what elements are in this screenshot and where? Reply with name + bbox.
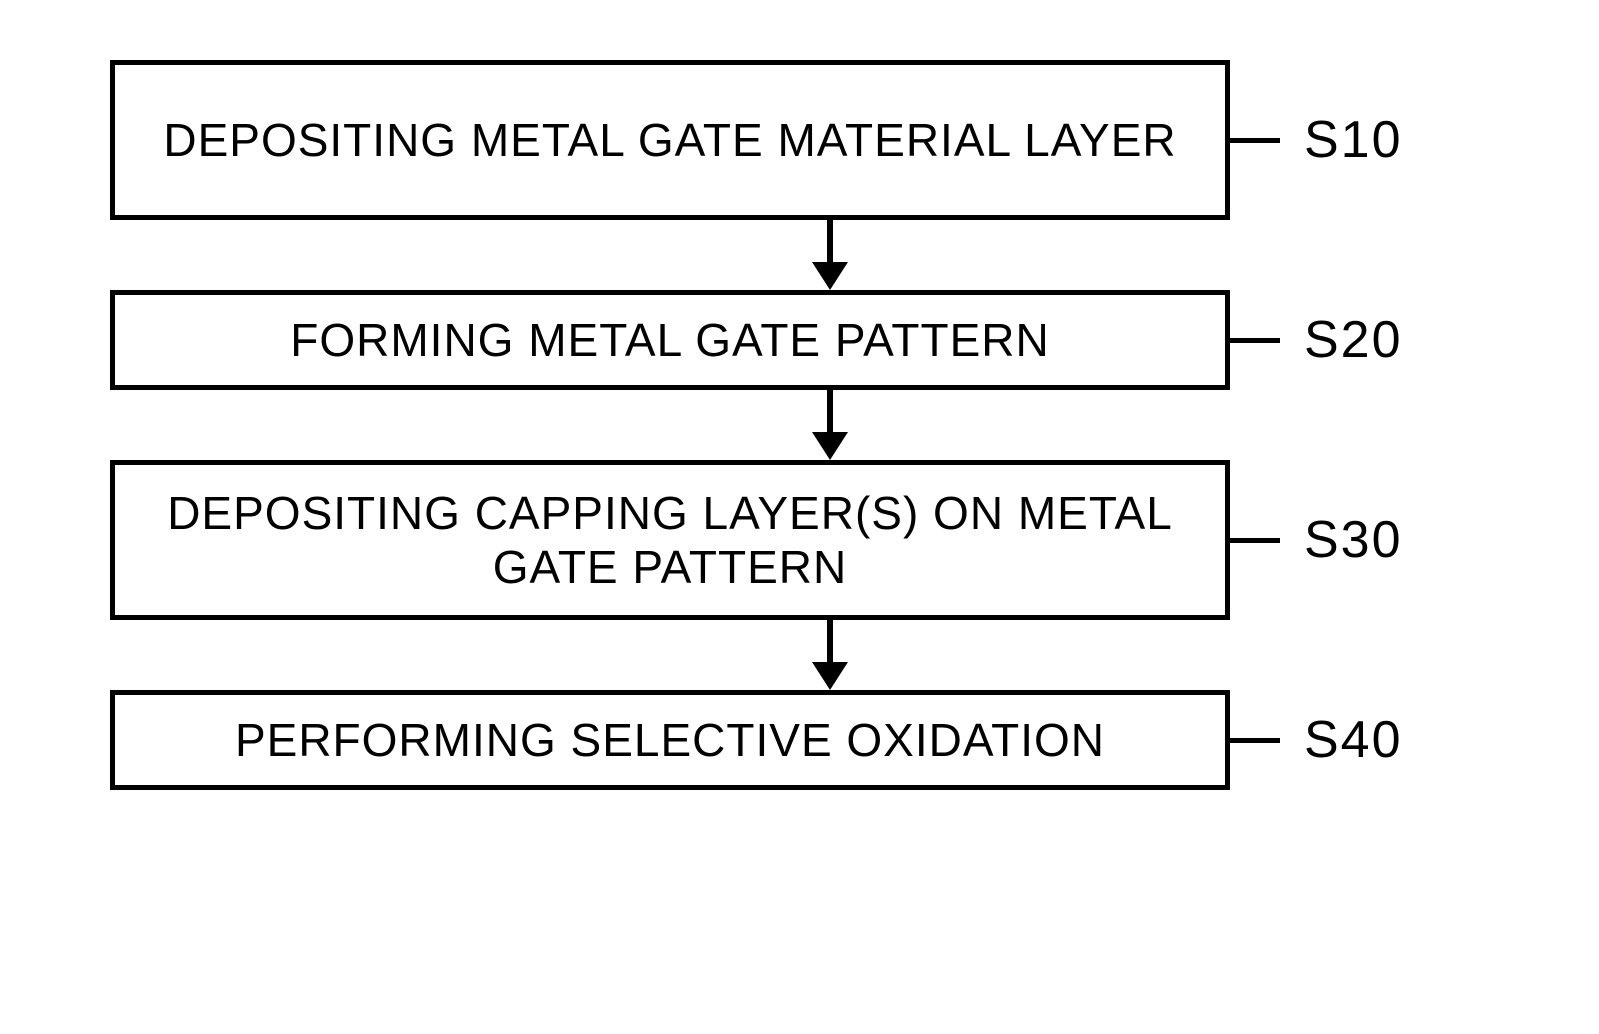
step-row-2: FORMING METAL GATE PATTERN S20 — [110, 290, 1549, 390]
arrow-head-icon-2 — [812, 432, 848, 460]
arrow-head-icon-3 — [812, 662, 848, 690]
step-text-s30: DEPOSITING CAPPING LAYER(S) ON METAL GAT… — [135, 486, 1205, 594]
connector-s10 — [1230, 138, 1280, 143]
step-box-s30: DEPOSITING CAPPING LAYER(S) ON METAL GAT… — [110, 460, 1230, 620]
arrow-1 — [270, 220, 1390, 290]
connector-s40 — [1230, 738, 1280, 743]
step-label-s20: S20 — [1304, 310, 1403, 370]
step-row-3: DEPOSITING CAPPING LAYER(S) ON METAL GAT… — [110, 460, 1549, 620]
arrow-head-icon-1 — [812, 262, 848, 290]
flowchart-container: DEPOSITING METAL GATE MATERIAL LAYER S10… — [80, 60, 1519, 790]
step-label-s10: S10 — [1304, 110, 1403, 170]
connector-s20 — [1230, 338, 1280, 343]
step-text-s20: FORMING METAL GATE PATTERN — [290, 313, 1049, 367]
arrow-3 — [270, 620, 1390, 690]
arrow-2 — [270, 390, 1390, 460]
step-text-s40: PERFORMING SELECTIVE OXIDATION — [235, 713, 1105, 767]
step-row-1: DEPOSITING METAL GATE MATERIAL LAYER S10 — [110, 60, 1549, 220]
step-box-s10: DEPOSITING METAL GATE MATERIAL LAYER — [110, 60, 1230, 220]
step-text-s10: DEPOSITING METAL GATE MATERIAL LAYER — [163, 113, 1176, 167]
step-label-s40: S40 — [1304, 710, 1403, 770]
arrow-shaft-3 — [827, 620, 833, 662]
step-box-s40: PERFORMING SELECTIVE OXIDATION — [110, 690, 1230, 790]
arrow-shaft-2 — [827, 390, 833, 432]
step-box-s20: FORMING METAL GATE PATTERN — [110, 290, 1230, 390]
step-label-s30: S30 — [1304, 510, 1403, 570]
arrow-shaft-1 — [827, 220, 833, 262]
step-row-4: PERFORMING SELECTIVE OXIDATION S40 — [110, 690, 1549, 790]
connector-s30 — [1230, 538, 1280, 543]
